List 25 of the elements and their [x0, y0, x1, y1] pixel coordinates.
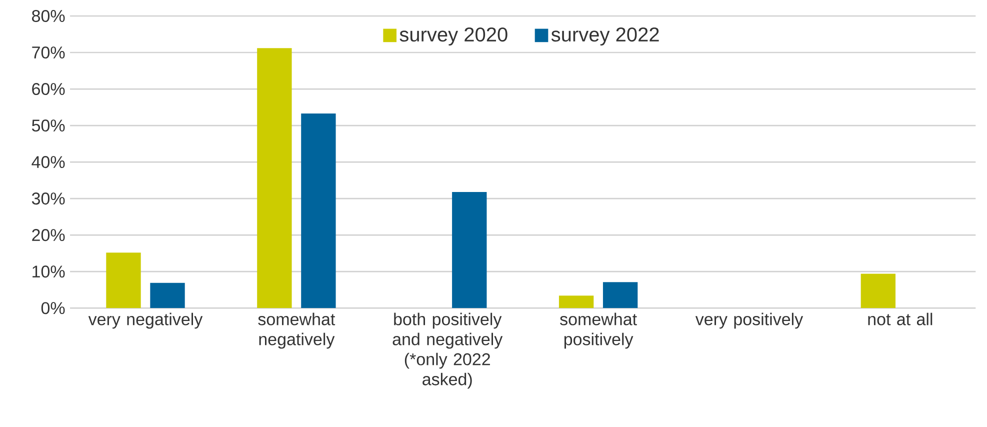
y-tick-label: 60% — [32, 83, 65, 96]
bar — [452, 192, 487, 308]
x-tick-label: very positively — [695, 312, 804, 329]
y-tick-label: 0% — [41, 302, 65, 314]
bar — [257, 48, 292, 308]
x-tick-label: very negatively — [88, 312, 203, 329]
x-tick-label: somewhat positively — [560, 312, 637, 349]
bar — [860, 274, 896, 308]
legend-label: survey 2022 — [551, 28, 659, 46]
bar — [106, 252, 141, 308]
bar — [301, 114, 336, 308]
y-tick-label: 30% — [32, 192, 65, 205]
bar — [150, 282, 185, 308]
x-tick-label: both positively and negatively (*only 2022 asked) — [392, 312, 503, 389]
y-tick-label: 80% — [32, 10, 65, 22]
legend-label: survey 2020 — [400, 28, 508, 46]
x-tick-label: not at all — [868, 312, 932, 326]
bar — [558, 296, 594, 308]
y-tick-label: 40% — [32, 156, 65, 168]
x-tick-label: somewhat negatively — [258, 312, 336, 349]
y-tick-label: 20% — [32, 229, 65, 242]
y-tick-label: 70% — [32, 46, 65, 59]
y-tick-label: 10% — [32, 266, 65, 278]
bar — [602, 282, 638, 308]
y-tick-label: 50% — [32, 120, 65, 132]
